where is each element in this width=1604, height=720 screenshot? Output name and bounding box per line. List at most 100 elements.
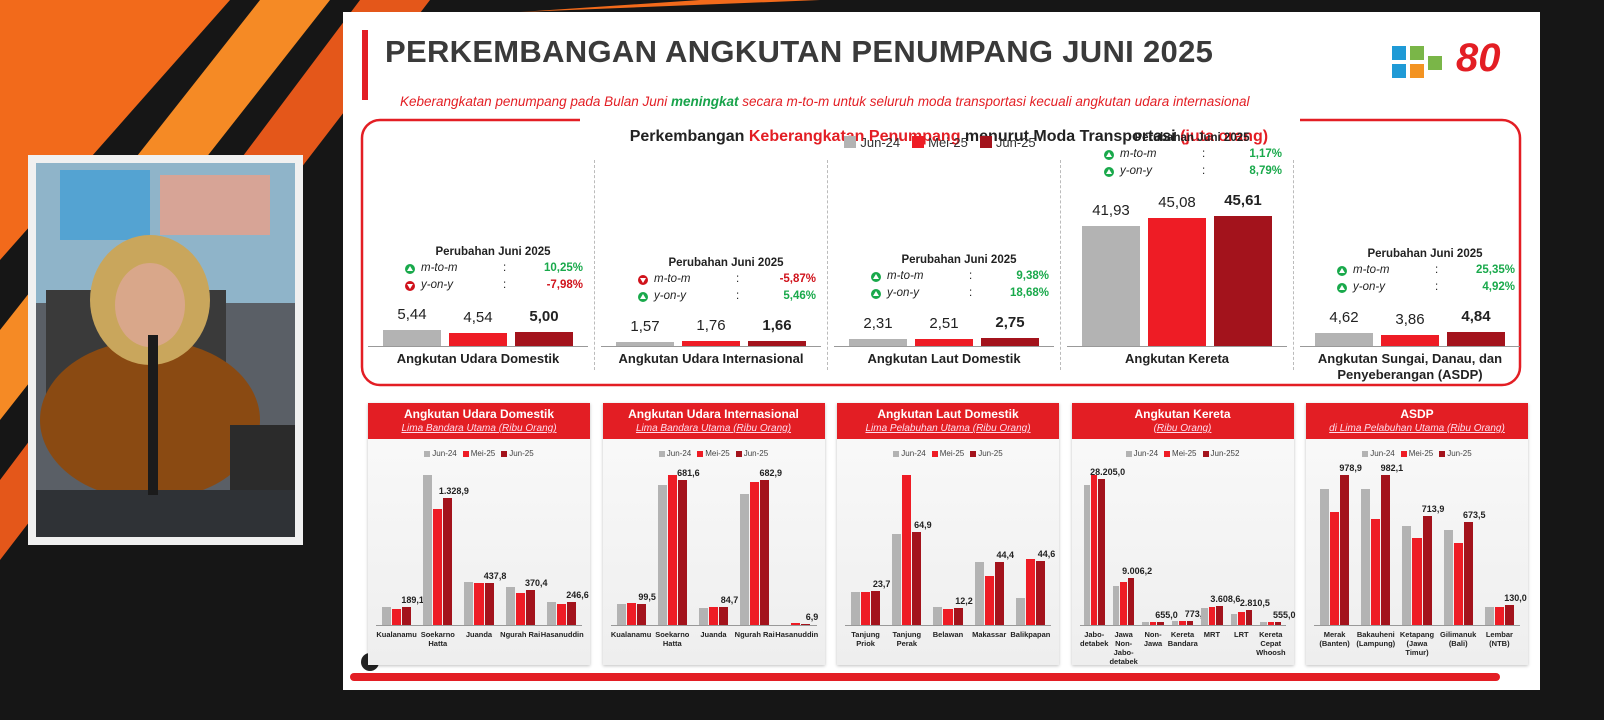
change-icon bbox=[405, 281, 415, 292]
bar bbox=[1083, 484, 1090, 625]
chart-header bbox=[1306, 403, 1528, 439]
change-separator: : bbox=[503, 262, 507, 275]
value-label: 6,9 bbox=[805, 611, 819, 622]
bar bbox=[871, 591, 881, 625]
bar bbox=[546, 601, 556, 625]
value-label: 44,4 bbox=[996, 549, 1015, 560]
value-label: 28.205,0 bbox=[1090, 466, 1126, 477]
legend-swatch bbox=[1362, 450, 1369, 457]
baseline bbox=[1079, 625, 1286, 626]
legend-swatch bbox=[912, 136, 925, 148]
bar bbox=[1422, 515, 1432, 625]
legend-item: Jun-24 bbox=[1362, 449, 1395, 458]
bar bbox=[1149, 621, 1157, 625]
change-value: 9,38% bbox=[1016, 270, 1049, 283]
legend-swatch bbox=[658, 450, 665, 457]
value-label: 1,66 bbox=[762, 317, 792, 335]
bar bbox=[943, 609, 953, 625]
legend-item: Jun-252 bbox=[1202, 449, 1239, 458]
value-label: 773,3 bbox=[1184, 608, 1208, 619]
change-icon bbox=[1337, 266, 1347, 277]
change-value: 25,35% bbox=[1475, 264, 1515, 277]
x-tick-label: Merak (Banten) bbox=[1319, 630, 1350, 648]
bar bbox=[984, 576, 994, 625]
legend-item: Jun-24 bbox=[1125, 449, 1159, 458]
bar bbox=[464, 582, 474, 625]
legend-item: Jun-24 bbox=[424, 449, 457, 458]
category-label: Angkutan Sungai, Danau, dan Penyeberanga… bbox=[1317, 351, 1503, 382]
legend-label: Jun-24 bbox=[1133, 449, 1159, 458]
legend-item: Jun-25 bbox=[970, 449, 1003, 458]
value-label: 12,2 bbox=[955, 595, 973, 606]
change-separator: : bbox=[503, 279, 507, 292]
baseline bbox=[610, 625, 817, 626]
value-label: 2,31 bbox=[863, 315, 893, 333]
change-value: 5,46% bbox=[783, 289, 816, 302]
legend-label: Jun-24 bbox=[860, 134, 901, 150]
divider bbox=[1293, 160, 1294, 370]
change-separator: : bbox=[1202, 165, 1206, 177]
value-label: 5,44 bbox=[397, 306, 427, 324]
bar bbox=[1148, 217, 1206, 346]
bar bbox=[719, 606, 729, 625]
chart-subtitle: Lima Bandara Utama (Ribu Orang) bbox=[401, 423, 557, 434]
change-value: 18,68% bbox=[1009, 287, 1049, 300]
value-label: 99,5 bbox=[638, 591, 656, 602]
change-arrow bbox=[1106, 152, 1112, 157]
change-arrow bbox=[640, 293, 646, 299]
bar bbox=[1381, 334, 1439, 346]
legend: Jun-24 Mei-25 Jun-25 bbox=[603, 449, 825, 458]
bar bbox=[740, 494, 750, 625]
legend: Jun-24 Mei-25 Jun-25 bbox=[368, 449, 590, 458]
chart-title: ASDP bbox=[1400, 407, 1434, 421]
change-icon bbox=[871, 289, 881, 300]
value-label: 555,0 bbox=[1272, 610, 1296, 621]
divider bbox=[1060, 160, 1061, 370]
change-icon bbox=[405, 264, 415, 275]
bar bbox=[1245, 610, 1253, 625]
bar bbox=[515, 592, 525, 625]
x-tick-label: Tanjung Perak bbox=[892, 630, 922, 648]
x-tick-label: Kualanamu bbox=[376, 630, 417, 639]
bar bbox=[1381, 475, 1391, 625]
legend-swatch bbox=[970, 450, 977, 457]
category-label: Angkutan Udara Internasional bbox=[618, 351, 804, 366]
change-value: 1,17% bbox=[1249, 148, 1282, 160]
x-tick-label: Juanda bbox=[465, 630, 493, 639]
value-label: 3.608,6 bbox=[1210, 594, 1241, 605]
bar bbox=[1260, 622, 1267, 625]
change-separator: : bbox=[736, 272, 740, 285]
bar bbox=[1230, 614, 1238, 625]
chart-subtitle: (Ribu Orang) bbox=[1153, 423, 1212, 434]
legend-label: Jun-25 bbox=[743, 449, 769, 458]
value-label: 130,0 bbox=[1504, 593, 1527, 604]
bar bbox=[801, 623, 811, 625]
change-arrow bbox=[407, 266, 413, 272]
bar bbox=[515, 331, 573, 346]
legend-item: Jun-25 bbox=[735, 449, 769, 458]
change-label: y-on-y bbox=[654, 289, 686, 302]
change-arrow bbox=[1106, 169, 1112, 174]
bar bbox=[1340, 475, 1350, 625]
change-label: m-to-m bbox=[1120, 148, 1157, 160]
value-label: 44,6 bbox=[1037, 549, 1056, 560]
bar bbox=[1504, 605, 1514, 625]
category-label: Angkutan Udara Domestik bbox=[396, 351, 560, 366]
change-label: m-to-m bbox=[1353, 264, 1390, 277]
legend-item: Mei-25 bbox=[1164, 449, 1197, 458]
divider bbox=[594, 160, 595, 370]
change-heading: Perubahan Juni 2025 bbox=[1367, 248, 1483, 261]
bar bbox=[1015, 597, 1025, 625]
legend-item: Mei-25 bbox=[931, 449, 964, 458]
change-label: y-on-y bbox=[1120, 165, 1152, 177]
chart-panel: Angkutan Laut Domestik Lima Pelabuhan Uta… bbox=[837, 403, 1059, 665]
change-icon bbox=[638, 291, 648, 302]
value-label: 655,0 bbox=[1155, 609, 1178, 620]
change-arrow bbox=[640, 277, 646, 283]
x-tick-label: Kereta Bandara bbox=[1167, 630, 1198, 648]
legend-swatch bbox=[1164, 450, 1171, 457]
value-label: 64,9 bbox=[914, 520, 932, 531]
bar bbox=[474, 583, 484, 625]
change-separator: : bbox=[969, 270, 973, 283]
bar bbox=[1186, 620, 1194, 625]
